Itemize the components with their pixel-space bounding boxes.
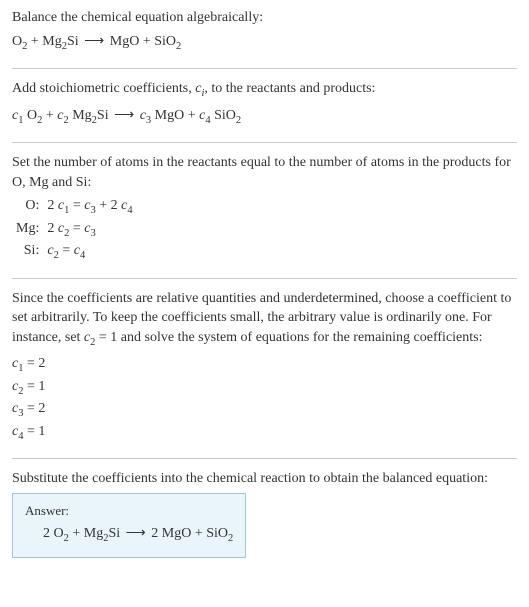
balance-equation: 2 c2 = c3 [43,219,136,241]
reactant-mg2si: Mg2Si [42,34,78,49]
arrow-icon: ⟶ [79,34,110,49]
balance-equation: c2 = c4 [43,241,136,263]
arrow-icon: ⟶ [120,526,151,541]
section-problem: Balance the chemical equation algebraica… [12,8,517,69]
intro-text: Since the coefficients are relative quan… [12,289,517,351]
table-row: O: 2 c1 = c3 + 2 c4 [12,196,137,218]
balanced-equation: 2 O2 + Mg2Si ⟶ 2 MgO + SiO2 [25,524,233,546]
solution-row: c2 = 1 [12,377,517,399]
intro-text: Set the number of atoms in the reactants… [12,153,517,192]
balance-equation: 2 c1 = c3 + 2 c4 [43,196,136,218]
element-label: Mg: [12,219,43,241]
arrow-icon: ⟶ [109,108,140,123]
section-atom-balance: Set the number of atoms in the reactants… [12,153,517,279]
plus: + [139,34,154,49]
solution-row: c1 = 2 [12,354,517,376]
coeff-equation: c1 O2 + c2 Mg2Si ⟶ c3 MgO + c4 SiO2 [12,106,517,128]
section-solve: Since the coefficients are relative quan… [12,289,517,460]
answer-label: Answer: [25,502,233,520]
table-row: Si: c2 = c4 [12,241,137,263]
atom-balance-table: O: 2 c1 = c3 + 2 c4 Mg: 2 c2 = c3 Si: c2… [12,196,137,263]
element-label: O: [12,196,43,218]
section-coefficients: Add stoichiometric coefficients, ci, to … [12,79,517,143]
table-row: Mg: 2 c2 = c3 [12,219,137,241]
product-mgo: MgO [110,34,140,49]
element-label: Si: [12,241,43,263]
intro-text: Substitute the coefficients into the che… [12,469,517,489]
intro-text: Add stoichiometric coefficients, ci, to … [12,79,517,101]
solution-row: c4 = 1 [12,422,517,444]
product-sio2: SiO2 [154,34,181,49]
section-answer: Substitute the coefficients into the che… [12,469,517,557]
answer-box: Answer: 2 O2 + Mg2Si ⟶ 2 MgO + SiO2 [12,493,246,558]
solution-row: c3 = 2 [12,399,517,421]
intro-text: Balance the chemical equation algebraica… [12,8,517,28]
plus: + [27,34,42,49]
unbalanced-equation: O2 + Mg2Si ⟶ MgO + SiO2 [12,32,517,54]
solution-list: c1 = 2 c2 = 1 c3 = 2 c4 = 1 [12,354,517,444]
reactant-o2: O2 [12,34,27,49]
